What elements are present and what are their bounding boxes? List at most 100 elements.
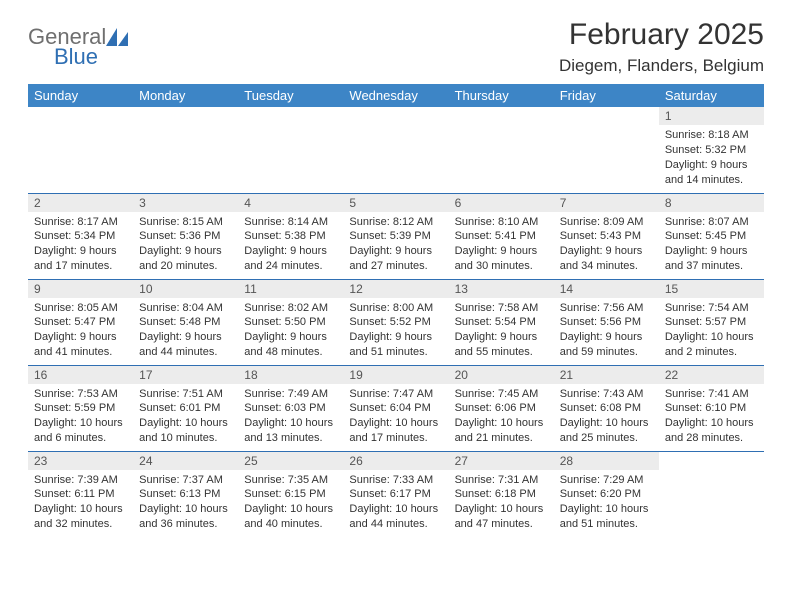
calendar-day-cell: 5Sunrise: 8:12 AMSunset: 5:39 PMDaylight… xyxy=(343,193,448,279)
day-daylight: Daylight: 9 hours and 51 minutes. xyxy=(349,330,442,360)
calendar-week-row: 2Sunrise: 8:17 AMSunset: 5:34 PMDaylight… xyxy=(28,193,764,279)
day-daylight: Daylight: 10 hours and 13 minutes. xyxy=(244,416,337,446)
day-sunset: Sunset: 5:38 PM xyxy=(244,229,337,244)
day-sunset: Sunset: 5:50 PM xyxy=(244,315,337,330)
day-sunset: Sunset: 5:48 PM xyxy=(139,315,232,330)
calendar-day-cell: 16Sunrise: 7:53 AMSunset: 5:59 PMDayligh… xyxy=(28,365,133,451)
day-sunrise: Sunrise: 7:29 AM xyxy=(560,473,653,488)
day-sunrise: Sunrise: 8:02 AM xyxy=(244,301,337,316)
calendar-day-cell: 25Sunrise: 7:35 AMSunset: 6:15 PMDayligh… xyxy=(238,451,343,537)
calendar-day-cell: 4Sunrise: 8:14 AMSunset: 5:38 PMDaylight… xyxy=(238,193,343,279)
weekday-header: Monday xyxy=(133,84,238,107)
day-daylight: Daylight: 10 hours and 6 minutes. xyxy=(34,416,127,446)
day-sunrise: Sunrise: 8:14 AM xyxy=(244,215,337,230)
calendar-day-cell xyxy=(238,107,343,193)
day-daylight: Daylight: 9 hours and 37 minutes. xyxy=(665,244,758,274)
day-sunrise: Sunrise: 7:45 AM xyxy=(455,387,548,402)
day-details: Sunrise: 8:15 AMSunset: 5:36 PMDaylight:… xyxy=(133,212,238,278)
day-sunrise: Sunrise: 7:43 AM xyxy=(560,387,653,402)
day-details: Sunrise: 7:37 AMSunset: 6:13 PMDaylight:… xyxy=(133,470,238,536)
title-block: February 2025 Diegem, Flanders, Belgium xyxy=(559,18,764,76)
weekday-header: Tuesday xyxy=(238,84,343,107)
calendar-day-cell: 28Sunrise: 7:29 AMSunset: 6:20 PMDayligh… xyxy=(554,451,659,537)
day-daylight: Daylight: 10 hours and 28 minutes. xyxy=(665,416,758,446)
calendar-day-cell: 27Sunrise: 7:31 AMSunset: 6:18 PMDayligh… xyxy=(449,451,554,537)
day-sunrise: Sunrise: 7:47 AM xyxy=(349,387,442,402)
day-details: Sunrise: 7:51 AMSunset: 6:01 PMDaylight:… xyxy=(133,384,238,450)
calendar-day-cell: 17Sunrise: 7:51 AMSunset: 6:01 PMDayligh… xyxy=(133,365,238,451)
day-daylight: Daylight: 10 hours and 17 minutes. xyxy=(349,416,442,446)
day-daylight: Daylight: 10 hours and 36 minutes. xyxy=(139,502,232,532)
day-number: 11 xyxy=(238,280,343,298)
weekday-header: Sunday xyxy=(28,84,133,107)
day-daylight: Daylight: 9 hours and 59 minutes. xyxy=(560,330,653,360)
day-number: 8 xyxy=(659,194,764,212)
calendar-day-cell: 13Sunrise: 7:58 AMSunset: 5:54 PMDayligh… xyxy=(449,279,554,365)
day-daylight: Daylight: 9 hours and 41 minutes. xyxy=(34,330,127,360)
day-details: Sunrise: 7:29 AMSunset: 6:20 PMDaylight:… xyxy=(554,470,659,536)
day-sunset: Sunset: 6:10 PM xyxy=(665,401,758,416)
day-sunrise: Sunrise: 7:41 AM xyxy=(665,387,758,402)
calendar-day-cell: 20Sunrise: 7:45 AMSunset: 6:06 PMDayligh… xyxy=(449,365,554,451)
day-number: 7 xyxy=(554,194,659,212)
day-details: Sunrise: 7:33 AMSunset: 6:17 PMDaylight:… xyxy=(343,470,448,536)
day-number: 22 xyxy=(659,366,764,384)
day-sunset: Sunset: 6:20 PM xyxy=(560,487,653,502)
calendar-week-row: 16Sunrise: 7:53 AMSunset: 5:59 PMDayligh… xyxy=(28,365,764,451)
day-number: 12 xyxy=(343,280,448,298)
calendar-page: General Blue February 2025 Diegem, Fland… xyxy=(0,0,792,537)
day-sunset: Sunset: 5:39 PM xyxy=(349,229,442,244)
day-number: 27 xyxy=(449,452,554,470)
day-sunset: Sunset: 6:03 PM xyxy=(244,401,337,416)
day-sunset: Sunset: 6:13 PM xyxy=(139,487,232,502)
weekday-header: Friday xyxy=(554,84,659,107)
day-daylight: Daylight: 9 hours and 17 minutes. xyxy=(34,244,127,274)
day-sunset: Sunset: 5:57 PM xyxy=(665,315,758,330)
weekday-header: Wednesday xyxy=(343,84,448,107)
day-sunset: Sunset: 5:32 PM xyxy=(665,143,758,158)
day-details: Sunrise: 8:09 AMSunset: 5:43 PMDaylight:… xyxy=(554,212,659,278)
calendar-day-cell: 15Sunrise: 7:54 AMSunset: 5:57 PMDayligh… xyxy=(659,279,764,365)
logo: General Blue xyxy=(28,18,130,68)
day-sunrise: Sunrise: 8:10 AM xyxy=(455,215,548,230)
day-sunset: Sunset: 5:45 PM xyxy=(665,229,758,244)
day-daylight: Daylight: 9 hours and 20 minutes. xyxy=(139,244,232,274)
day-sunrise: Sunrise: 8:12 AM xyxy=(349,215,442,230)
day-number: 10 xyxy=(133,280,238,298)
day-sunrise: Sunrise: 8:15 AM xyxy=(139,215,232,230)
day-details: Sunrise: 7:45 AMSunset: 6:06 PMDaylight:… xyxy=(449,384,554,450)
day-details: Sunrise: 8:17 AMSunset: 5:34 PMDaylight:… xyxy=(28,212,133,278)
day-sunset: Sunset: 6:18 PM xyxy=(455,487,548,502)
calendar-day-cell: 21Sunrise: 7:43 AMSunset: 6:08 PMDayligh… xyxy=(554,365,659,451)
day-sunset: Sunset: 6:17 PM xyxy=(349,487,442,502)
day-details: Sunrise: 7:43 AMSunset: 6:08 PMDaylight:… xyxy=(554,384,659,450)
calendar-day-cell: 8Sunrise: 8:07 AMSunset: 5:45 PMDaylight… xyxy=(659,193,764,279)
calendar-day-cell: 19Sunrise: 7:47 AMSunset: 6:04 PMDayligh… xyxy=(343,365,448,451)
day-number: 21 xyxy=(554,366,659,384)
day-sunset: Sunset: 6:08 PM xyxy=(560,401,653,416)
day-daylight: Daylight: 10 hours and 51 minutes. xyxy=(560,502,653,532)
calendar-day-cell: 24Sunrise: 7:37 AMSunset: 6:13 PMDayligh… xyxy=(133,451,238,537)
day-details: Sunrise: 7:31 AMSunset: 6:18 PMDaylight:… xyxy=(449,470,554,536)
day-daylight: Daylight: 10 hours and 40 minutes. xyxy=(244,502,337,532)
day-sunset: Sunset: 6:06 PM xyxy=(455,401,548,416)
calendar-day-cell: 12Sunrise: 8:00 AMSunset: 5:52 PMDayligh… xyxy=(343,279,448,365)
day-sunset: Sunset: 5:34 PM xyxy=(34,229,127,244)
day-sunset: Sunset: 6:15 PM xyxy=(244,487,337,502)
day-sunrise: Sunrise: 7:51 AM xyxy=(139,387,232,402)
day-details: Sunrise: 7:41 AMSunset: 6:10 PMDaylight:… xyxy=(659,384,764,450)
calendar-day-cell xyxy=(343,107,448,193)
day-daylight: Daylight: 9 hours and 14 minutes. xyxy=(665,158,758,188)
day-details: Sunrise: 8:07 AMSunset: 5:45 PMDaylight:… xyxy=(659,212,764,278)
calendar-day-cell: 11Sunrise: 8:02 AMSunset: 5:50 PMDayligh… xyxy=(238,279,343,365)
day-sunrise: Sunrise: 7:37 AM xyxy=(139,473,232,488)
day-daylight: Daylight: 10 hours and 2 minutes. xyxy=(665,330,758,360)
day-details: Sunrise: 8:14 AMSunset: 5:38 PMDaylight:… xyxy=(238,212,343,278)
calendar-header-row: SundayMondayTuesdayWednesdayThursdayFrid… xyxy=(28,84,764,107)
day-details: Sunrise: 7:54 AMSunset: 5:57 PMDaylight:… xyxy=(659,298,764,364)
day-details: Sunrise: 7:56 AMSunset: 5:56 PMDaylight:… xyxy=(554,298,659,364)
calendar-day-cell: 2Sunrise: 8:17 AMSunset: 5:34 PMDaylight… xyxy=(28,193,133,279)
calendar-day-cell xyxy=(659,451,764,537)
calendar-day-cell: 7Sunrise: 8:09 AMSunset: 5:43 PMDaylight… xyxy=(554,193,659,279)
calendar-day-cell xyxy=(449,107,554,193)
